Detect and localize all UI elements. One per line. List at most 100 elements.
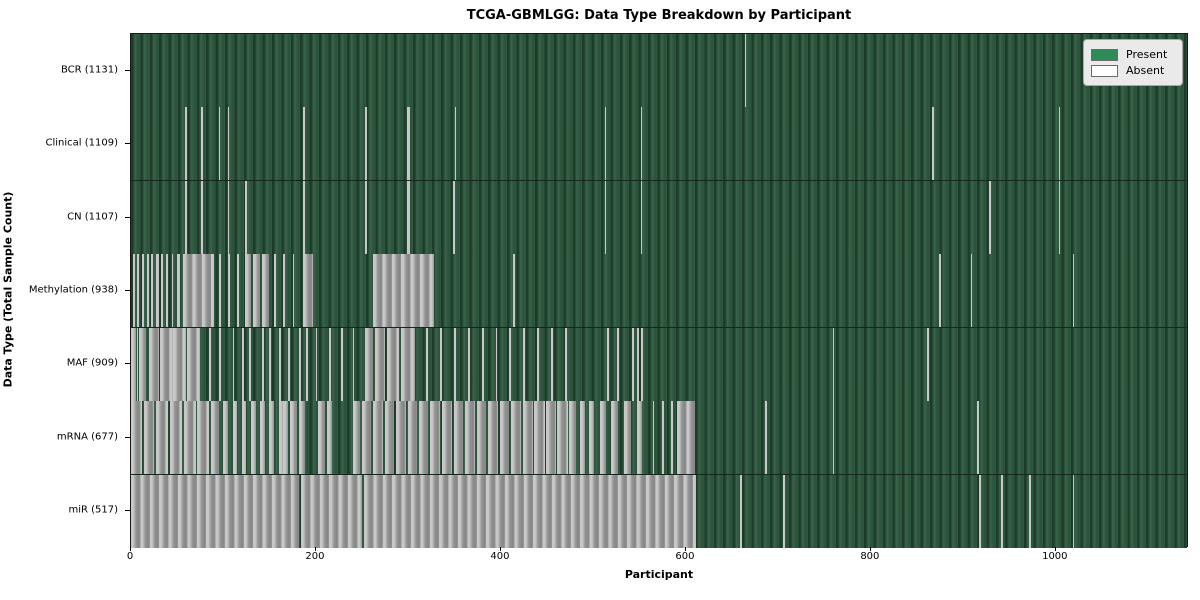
absent-segment [260, 401, 265, 475]
absent-segment [302, 180, 306, 254]
absent-segment [232, 401, 238, 475]
present-swatch-icon [1091, 48, 1118, 61]
absent-segment [287, 327, 290, 401]
absent-segment [252, 254, 261, 328]
absent-segment [430, 401, 441, 475]
absent-segment [283, 254, 286, 328]
absent-segment [182, 254, 215, 328]
absent-segment [131, 474, 299, 548]
absent-segment [454, 401, 464, 475]
y-tick-mark [125, 510, 130, 512]
absent-segment [579, 401, 586, 475]
absent-segment [274, 254, 276, 328]
x-tick-mark [130, 547, 131, 551]
absent-segment [636, 401, 643, 475]
absent-segment [137, 254, 140, 328]
absent-segment [588, 401, 595, 475]
y-tick-mark [125, 363, 130, 365]
y-tick-label-clinical: Clinical (1109) [45, 137, 119, 149]
x-tick-mark [499, 547, 501, 551]
absent-segment [765, 401, 767, 475]
x-tick-label: 200 [305, 551, 325, 562]
absent-segment [407, 180, 410, 254]
legend-item-absent: Absent [1091, 64, 1174, 77]
absent-segment [166, 254, 168, 328]
absent-segment [511, 401, 522, 475]
row-cn [131, 180, 1187, 255]
absent-segment [832, 401, 835, 475]
x-tick-label: 400 [490, 551, 510, 562]
absent-segment [227, 254, 230, 328]
absent-segment [299, 327, 301, 401]
absent-segment [979, 474, 982, 548]
absent-segment [249, 327, 251, 401]
y-tick-label-cn: CN (1107) [67, 211, 118, 223]
absent-segment [269, 401, 275, 475]
absent-segment [971, 254, 973, 328]
absent-segment [407, 401, 418, 475]
legend-absent-label: Absent [1126, 64, 1165, 77]
legend: Present Absent [1083, 39, 1183, 86]
absent-segment [386, 327, 399, 401]
absent-segment [1058, 107, 1061, 181]
absent-segment [146, 254, 149, 328]
absent-segment [269, 327, 272, 401]
absent-segment [455, 107, 457, 181]
absent-segment [977, 401, 980, 475]
absent-segment [365, 327, 373, 401]
absent-segment [185, 180, 187, 254]
absent-segment [442, 401, 453, 475]
absent-segment [671, 401, 673, 475]
absent-segment [241, 327, 244, 401]
absent-segment [523, 401, 533, 475]
plot-area [130, 33, 1188, 548]
absent-segment [604, 107, 606, 181]
absent-segment [481, 327, 484, 401]
absent-segment [161, 254, 164, 328]
absent-segment [407, 107, 410, 181]
row-mir [131, 474, 1187, 548]
row-bcr [131, 34, 1187, 108]
absent-segment [159, 327, 173, 401]
y-tick-mark [125, 216, 130, 218]
absent-segment [1072, 474, 1075, 548]
absent-segment [523, 327, 526, 401]
absent-segment [372, 401, 383, 475]
x-tick-label: 600 [675, 551, 695, 562]
absent-segment [218, 107, 221, 181]
legend-item-present: Present [1091, 48, 1174, 61]
absent-segment [453, 180, 455, 254]
absent-segment [169, 401, 182, 475]
absent-segment [218, 254, 221, 328]
absent-segment [632, 327, 635, 401]
absent-segment [926, 327, 929, 401]
absent-segment [365, 180, 367, 254]
absent-segment [139, 327, 146, 401]
absent-segment [341, 327, 344, 401]
absent-segment [227, 180, 230, 254]
y-tick-mark [125, 143, 130, 145]
absent-segment [201, 180, 203, 254]
absent-segment [604, 180, 607, 254]
absent-segment [302, 254, 313, 328]
x-tick-mark [869, 547, 871, 551]
absent-segment [419, 401, 429, 475]
row-mrna [131, 401, 1187, 476]
absent-segment [932, 107, 935, 181]
absent-segment [652, 401, 655, 475]
absent-segment [262, 327, 264, 401]
absent-segment [617, 327, 620, 401]
y-tick-label-maf: MAF (909) [66, 357, 118, 369]
absent-segment [151, 254, 154, 328]
row-methylation [131, 254, 1187, 329]
absent-segment [640, 180, 642, 254]
x-tick-label: 0 [126, 551, 134, 562]
y-tick-label-methylation: Methylation (938) [28, 284, 118, 296]
absent-segment [363, 474, 696, 548]
x-tick-mark [1054, 547, 1056, 551]
absent-segment [245, 254, 251, 328]
absent-segment [465, 401, 476, 475]
absent-segment [623, 401, 632, 475]
y-tick-label-mrna: mRNA (677) [56, 431, 118, 443]
